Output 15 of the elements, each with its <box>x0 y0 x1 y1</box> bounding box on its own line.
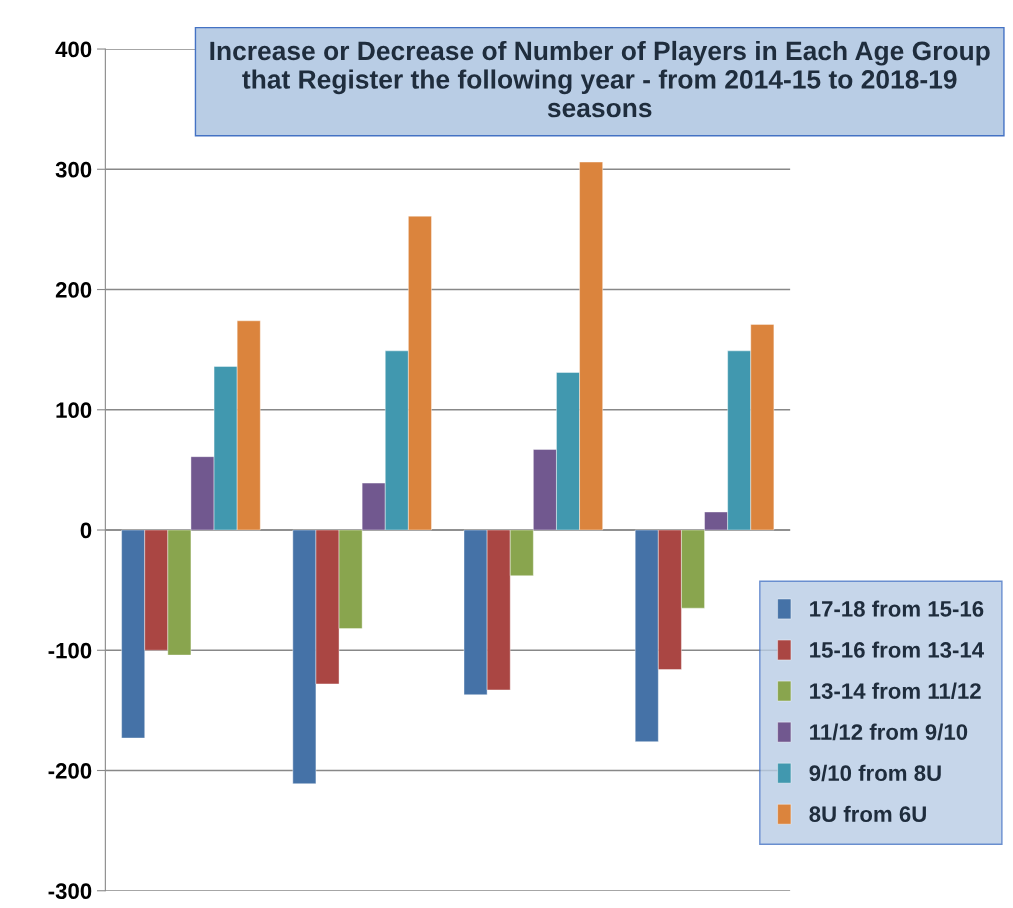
y-tick-label: 200 <box>55 282 92 298</box>
y-tick-label: 400 <box>55 41 92 58</box>
text: Increase or Decrease of Number of Players in Each Age Group that Register the following year - from 2014-15 to 2018-19 seasons <box>210 40 990 118</box>
y-tick-label: -200 <box>48 763 92 779</box>
y-tick-label: -100 <box>48 642 92 659</box>
legend-label: 9/10 from 8U <box>809 764 941 782</box>
y-tick-label: -300 <box>48 883 92 900</box>
legend-label: 13-14 from 11/12 <box>810 682 981 700</box>
y-tick-label: 300 <box>55 161 92 178</box>
legend-label: 8U from 6U <box>809 805 926 823</box>
y-tick-label: 0 <box>80 522 92 539</box>
legend-label: 11/12 from 9/10 <box>810 723 968 741</box>
legend-label: 17-18 from 15-16 <box>810 600 984 617</box>
y-tick-label: 100 <box>56 402 92 419</box>
legend-label: 15-16 from 13-14 <box>810 641 984 658</box>
